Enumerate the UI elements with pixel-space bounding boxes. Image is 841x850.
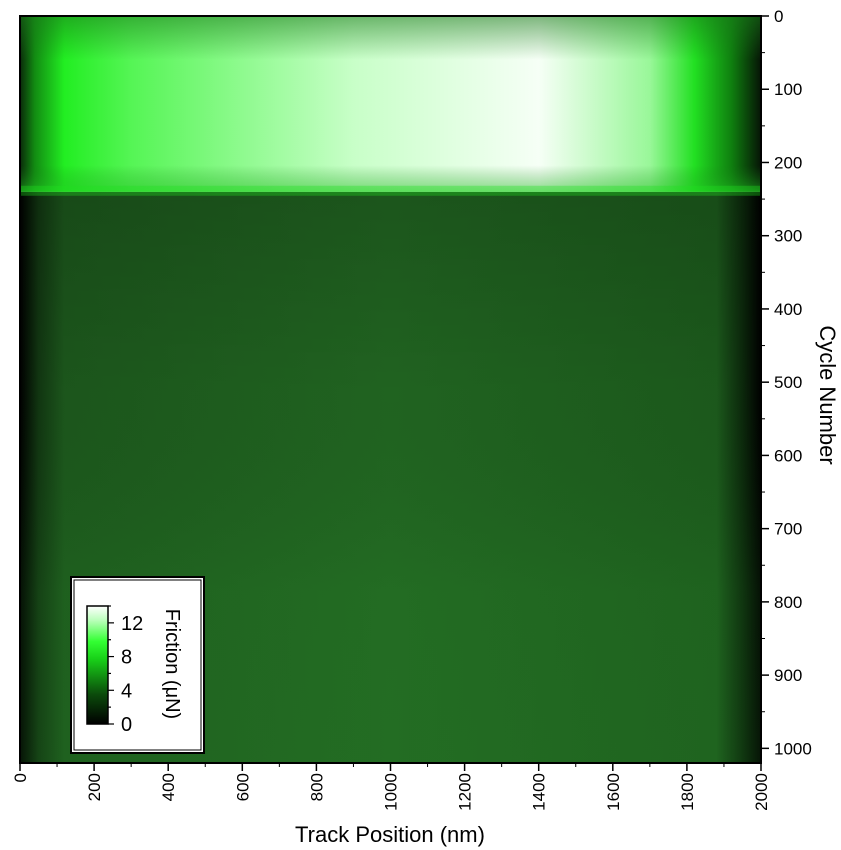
x-tick-label: 1000 (382, 773, 401, 811)
colorbar-tick-label: 8 (121, 647, 132, 669)
x-tick-label: 1800 (678, 773, 697, 811)
x-tick-label: 200 (85, 773, 104, 801)
y-tick-label: 700 (774, 520, 802, 539)
x-tick-label: 2000 (752, 773, 771, 811)
x-tick-label: 1600 (604, 773, 623, 811)
y-tick-label: 900 (774, 666, 802, 685)
colorbar-title: Friction (μN) (161, 609, 183, 719)
x-tick-label: 600 (233, 773, 252, 801)
x-tick-label: 1400 (530, 773, 549, 811)
colorbar-gradient (86, 605, 109, 725)
y-tick-label: 1000 (774, 739, 812, 758)
y-tick-label: 800 (774, 593, 802, 612)
colorbar-tick-label: 0 (121, 714, 132, 736)
run-in-boundary-glow (20, 185, 761, 196)
heatmap-plot-area (19, 15, 762, 764)
colorbar-tick-label: 12 (121, 613, 143, 635)
run-in-shading (20, 16, 761, 192)
x-tick-label: 800 (307, 773, 326, 801)
x-tick-label: 1200 (456, 773, 475, 811)
x-tick-label: 0 (11, 773, 30, 782)
y-axis-title: Cycle Number (815, 325, 840, 464)
colorbar-tick-label: 4 (121, 680, 132, 702)
y-tick-label: 500 (774, 373, 802, 392)
y-tick-label: 0 (774, 7, 783, 26)
y-axis: 0 100 200 300 400 500 600 700 800 900 1000 (760, 7, 812, 763)
y-tick-label: 300 (774, 227, 802, 246)
y-tick-label: 400 (774, 300, 802, 319)
x-axis-title: Track Position (nm) (295, 822, 485, 847)
colorbar-ticks: 0 4 8 12 (108, 605, 143, 736)
colorbar-legend: 0 4 8 12 Friction (μN) (70, 576, 205, 754)
y-tick-label: 600 (774, 446, 802, 465)
y-tick-label: 200 (774, 153, 802, 172)
y-tick-label: 100 (774, 80, 802, 99)
x-tick-label: 400 (159, 773, 178, 801)
x-axis: 0 200 400 600 800 1000 1200 1400 1600 1800 2000 (11, 762, 771, 811)
